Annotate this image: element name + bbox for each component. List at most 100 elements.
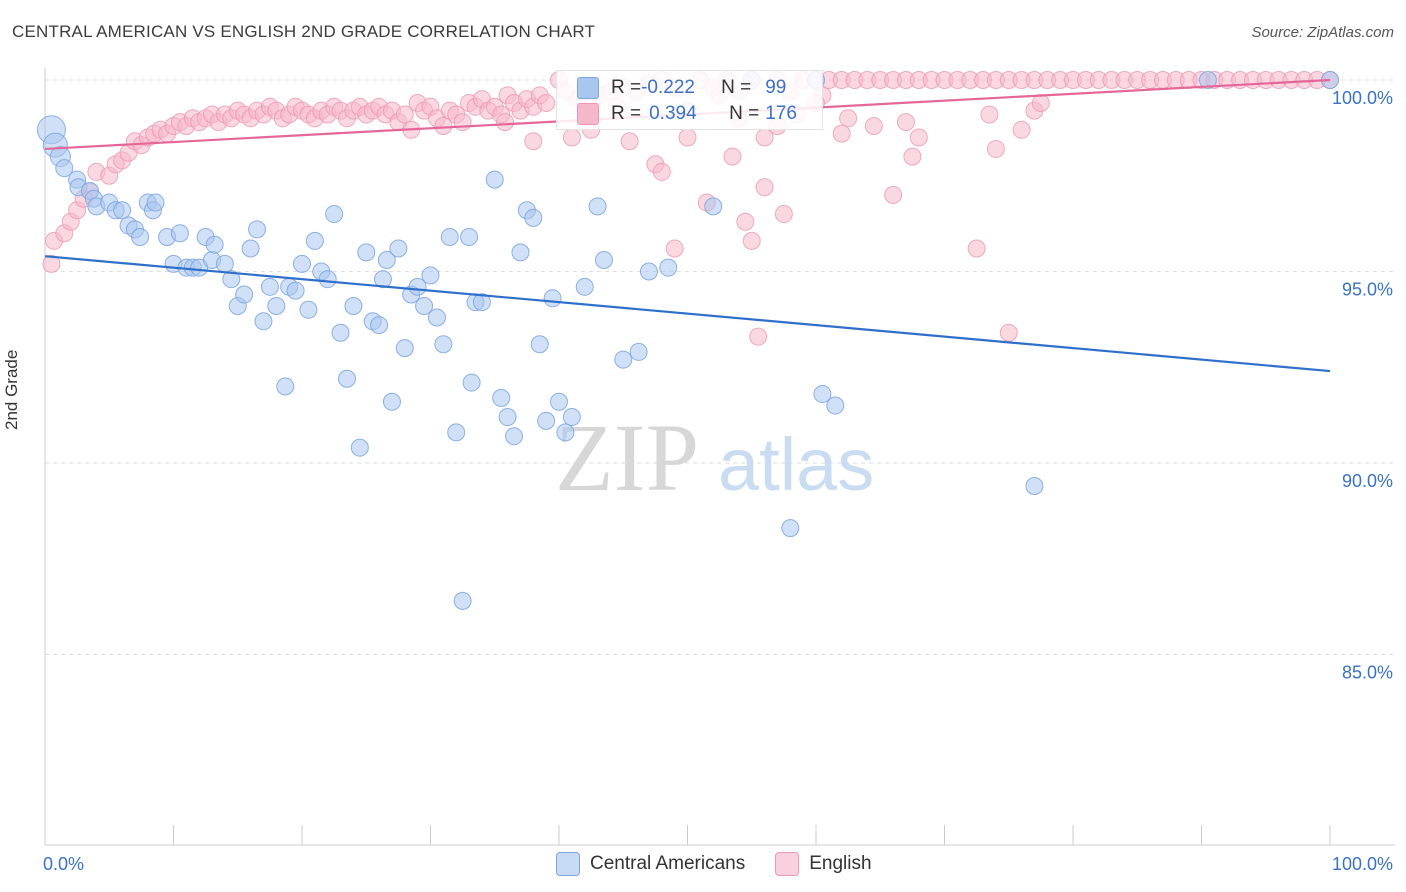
central-american-point [377, 251, 396, 270]
central-american-point [276, 377, 295, 396]
legend-swatch-blue [577, 77, 599, 99]
english-point [903, 147, 922, 166]
english-point [434, 116, 453, 135]
central-american-point [344, 296, 363, 315]
english-point [999, 323, 1018, 342]
central-american-point [460, 228, 479, 247]
series-legend: Central Americans English [556, 852, 902, 876]
central-american-point [408, 277, 427, 296]
central-american-point [543, 289, 562, 308]
legend-swatch-central [556, 852, 580, 876]
central-american-point [260, 277, 279, 296]
central-american-point [427, 308, 446, 327]
central-american-point [639, 262, 658, 281]
central-american-point [337, 369, 356, 388]
central-american-point [575, 277, 594, 296]
central-american-point [472, 293, 491, 312]
english-point [909, 128, 928, 147]
central-american-point [492, 388, 511, 407]
central-american-point [781, 519, 800, 538]
central-american-point [113, 201, 132, 220]
central-american-point [659, 258, 678, 277]
legend-n-value: 176 [765, 103, 797, 124]
legend-n-label: N = [721, 77, 752, 98]
english-point [453, 113, 472, 132]
central-american-point [588, 197, 607, 216]
english-point [723, 147, 742, 166]
english-point [496, 113, 515, 132]
central-american-point [704, 197, 723, 216]
central-american-point [205, 235, 224, 254]
central-american-point [146, 193, 165, 212]
y-tick-label: 100.0% [1332, 88, 1393, 108]
english-point [678, 128, 697, 147]
english-point [774, 205, 793, 224]
central-american-trend-line [44, 255, 1331, 373]
legend-r-value: -0.222 [641, 77, 695, 98]
english-point [755, 178, 774, 197]
y-tick-label: 90.0% [1342, 471, 1393, 491]
english-point [896, 113, 915, 132]
central-american-point [562, 408, 581, 427]
legend-swatch-pink [577, 103, 599, 125]
source-label: Source: ZipAtlas.com [1251, 24, 1394, 41]
english-point [832, 124, 851, 143]
central-american-point [389, 239, 408, 258]
central-american-point [235, 285, 254, 304]
central-american-point [357, 243, 376, 262]
central-american-point [556, 423, 575, 442]
chart-title: CENTRAL AMERICAN VS ENGLISH 2ND GRADE CO… [12, 22, 596, 41]
central-american-point [299, 300, 318, 319]
legend-r-label: R = [611, 77, 642, 98]
english-point [665, 239, 684, 258]
axes [44, 68, 1395, 846]
english-point [749, 327, 768, 346]
central-american-point [629, 342, 648, 361]
english-point [839, 109, 858, 128]
legend-n-label: N = [729, 103, 760, 124]
central-american-point [215, 254, 234, 273]
central-american-point [350, 438, 369, 457]
english-point [537, 93, 556, 112]
central-american-point [440, 228, 459, 247]
legend-item-central-americans[interactable]: Central Americans [556, 852, 745, 876]
central-american-point [331, 323, 350, 342]
central-american-point [826, 396, 845, 415]
central-american-point [170, 224, 189, 243]
english-point [1012, 120, 1031, 139]
legend-r-value: 0.394 [649, 103, 697, 124]
central-american-point [614, 350, 633, 369]
watermark: ZIP atlas [555, 404, 874, 511]
central-american-point [382, 392, 401, 411]
central-american-point [370, 316, 389, 335]
english-point [620, 132, 639, 151]
central-american-point [55, 159, 74, 178]
central-american-point [222, 270, 241, 289]
central-american-point [305, 231, 324, 250]
central-american-point [537, 411, 556, 430]
y-tick-label: 95.0% [1342, 280, 1393, 300]
central-american-point [293, 254, 311, 273]
english-point [524, 132, 543, 151]
x-tick-label: 100.0% [1332, 854, 1393, 874]
legend-n-value: 99 [765, 77, 787, 98]
central-american-point [254, 312, 273, 331]
english-point [884, 185, 903, 204]
english-point [967, 239, 986, 258]
grid [45, 79, 1395, 655]
central-american-point [550, 392, 568, 411]
central-american-point [241, 239, 260, 258]
central-american-point [421, 266, 440, 285]
central-american-point [286, 281, 305, 300]
central-american-point [447, 423, 466, 442]
central-american-point [813, 385, 832, 404]
central-american-point [511, 243, 530, 262]
central-american-point [462, 373, 481, 392]
central-american-point [395, 339, 414, 358]
legend-item-english[interactable]: English [775, 852, 872, 876]
central-american-point [248, 220, 267, 239]
central-american-point [131, 228, 150, 247]
central-american-points [36, 71, 1339, 610]
english-point [742, 231, 761, 250]
english-point [736, 212, 755, 231]
